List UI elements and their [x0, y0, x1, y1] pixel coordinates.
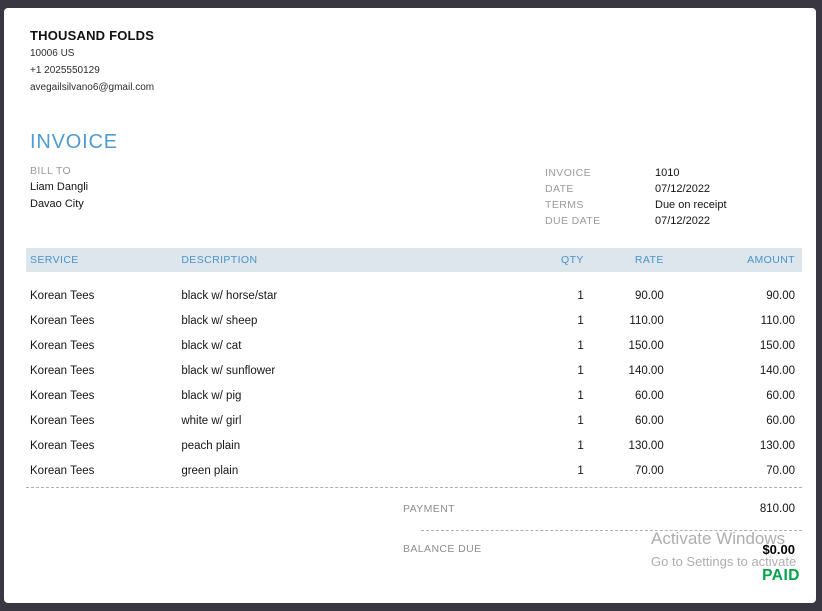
cell-qty: 1 — [577, 339, 584, 352]
cell-amount: 130.00 — [759, 439, 795, 452]
cell-description: black w/ cat — [181, 339, 242, 352]
cell-amount: 90.00 — [766, 289, 795, 302]
cell-service: Korean Tees — [30, 339, 95, 352]
table-row: Korean Tees green plain 1 70.00 70.00 — [26, 458, 802, 483]
meta-label: DATE — [545, 183, 574, 195]
cell-amount: 70.00 — [766, 464, 795, 477]
table-row: Korean Tees black w/ sheep 1 110.00 110.… — [26, 308, 802, 333]
cell-service: Korean Tees — [30, 314, 95, 327]
cell-service: Korean Tees — [30, 389, 95, 402]
company-name: THOUSAND FOLDS — [30, 28, 155, 43]
cell-rate: 60.00 — [634, 414, 664, 427]
bill-meta-section: BILL TO Liam Dangli Davao City INVOICE 1… — [30, 165, 802, 229]
cell-description: black w/ sunflower — [181, 364, 276, 377]
meta-row-invoice-number: INVOICE 1010 — [545, 165, 802, 181]
bill-to-block: BILL TO Liam Dangli Davao City — [30, 165, 545, 229]
cell-rate: 150.00 — [628, 339, 664, 352]
cell-amount: 140.00 — [759, 364, 795, 377]
payment-row: PAYMENT 810.00 — [26, 488, 802, 530]
table-header: SERVICE DESCRIPTION QTY RATE AMOUNT — [26, 248, 802, 272]
cell-service: Korean Tees — [30, 439, 95, 452]
table-header-row: SERVICE DESCRIPTION QTY RATE AMOUNT — [26, 248, 802, 272]
cell-service: Korean Tees — [30, 414, 95, 427]
cell-rate: 60.00 — [634, 389, 664, 402]
cell-service: Korean Tees — [30, 364, 95, 377]
cell-description: green plain — [181, 464, 239, 477]
bill-to-label: BILL TO — [30, 165, 72, 177]
cell-qty: 1 — [577, 464, 584, 477]
meta-row-due-date: DUE DATE 07/12/2022 — [545, 213, 802, 229]
bill-to-city: Davao City — [30, 198, 84, 210]
cell-rate: 90.00 — [634, 289, 664, 302]
meta-row-date: DATE 07/12/2022 — [545, 181, 802, 197]
invoice-meta-block: INVOICE 1010 DATE 07/12/2022 TERMS Due o… — [545, 165, 802, 229]
cell-qty: 1 — [577, 314, 584, 327]
company-email: avegailsilvano6@gmail.com — [30, 82, 155, 93]
invoice-number: 1010 — [655, 167, 680, 179]
paid-status-badge: PAID — [762, 567, 800, 584]
cell-qty: 1 — [577, 364, 584, 377]
cell-amount: 110.00 — [760, 314, 795, 327]
meta-label: DUE DATE — [545, 215, 601, 227]
company-phone: +1 2025550129 — [30, 65, 100, 76]
cell-amount: 150.00 — [759, 339, 795, 352]
column-header-qty: QTY — [448, 248, 588, 272]
table-row: Korean Tees black w/ pig 1 60.00 60.00 — [26, 383, 802, 408]
divider-dashed-half — [421, 530, 802, 531]
cell-qty: 1 — [577, 389, 584, 402]
cell-description: black w/ pig — [181, 389, 242, 402]
cell-description: white w/ girl — [181, 414, 242, 427]
table-spacer — [26, 272, 802, 283]
cell-description: black w/ sheep — [181, 314, 258, 327]
cell-description: peach plain — [181, 439, 241, 452]
meta-label: TERMS — [545, 199, 584, 211]
cell-qty: 1 — [577, 289, 584, 302]
invoice-date: 07/12/2022 — [655, 183, 711, 195]
cell-service: Korean Tees — [30, 289, 95, 302]
table-row: Korean Tees white w/ girl 1 60.00 60.00 — [26, 408, 802, 433]
cell-rate: 140.00 — [628, 364, 664, 377]
meta-row-terms: TERMS Due on receipt — [545, 197, 802, 213]
cell-description: black w/ horse/star — [181, 289, 278, 302]
column-header-amount: AMOUNT — [667, 248, 802, 272]
company-header: THOUSAND FOLDS 10006 US +1 2025550129 av… — [30, 28, 790, 94]
totals-section: PAYMENT 810.00 BALANCE DUE $0.00 PAID — [26, 488, 802, 585]
table-body: Korean Tees black w/ horse/star 1 90.00 … — [26, 272, 802, 483]
cell-amount: 60.00 — [766, 414, 795, 427]
cell-amount: 60.00 — [766, 389, 795, 402]
payment-label: PAYMENT — [403, 503, 455, 515]
table-row: Korean Tees black w/ sunflower 1 140.00 … — [26, 358, 802, 383]
column-header-service: SERVICE — [26, 248, 178, 272]
balance-due-label: BALANCE DUE — [403, 543, 482, 555]
bill-to-name: Liam Dangli — [30, 181, 89, 193]
company-address: 10006 US — [30, 48, 75, 59]
invoice-terms: Due on receipt — [655, 199, 727, 211]
cell-qty: 1 — [577, 439, 584, 452]
table-row: Korean Tees black w/ horse/star 1 90.00 … — [26, 283, 802, 308]
column-header-description: DESCRIPTION — [177, 248, 449, 272]
balance-due-value: $0.00 — [762, 541, 795, 557]
line-items-table: SERVICE DESCRIPTION QTY RATE AMOUNT Kore… — [26, 248, 802, 483]
invoice-due-date: 07/12/2022 — [655, 215, 711, 227]
balance-due-row: BALANCE DUE $0.00 — [26, 531, 802, 567]
meta-label: INVOICE — [545, 167, 591, 179]
divider-dashed-full — [26, 487, 802, 488]
page-title: INVOICE — [30, 131, 118, 153]
payment-value: 810.00 — [759, 503, 795, 515]
cell-rate: 110.00 — [629, 314, 664, 327]
column-header-rate: RATE — [587, 248, 668, 272]
table-row: Korean Tees peach plain 1 130.00 130.00 — [26, 433, 802, 458]
cell-rate: 130.00 — [628, 439, 664, 452]
invoice-page: THOUSAND FOLDS 10006 US +1 2025550129 av… — [4, 8, 816, 603]
cell-qty: 1 — [577, 414, 584, 427]
table-row: Korean Tees black w/ cat 1 150.00 150.00 — [26, 333, 802, 358]
cell-service: Korean Tees — [30, 464, 95, 477]
cell-rate: 70.00 — [634, 464, 664, 477]
